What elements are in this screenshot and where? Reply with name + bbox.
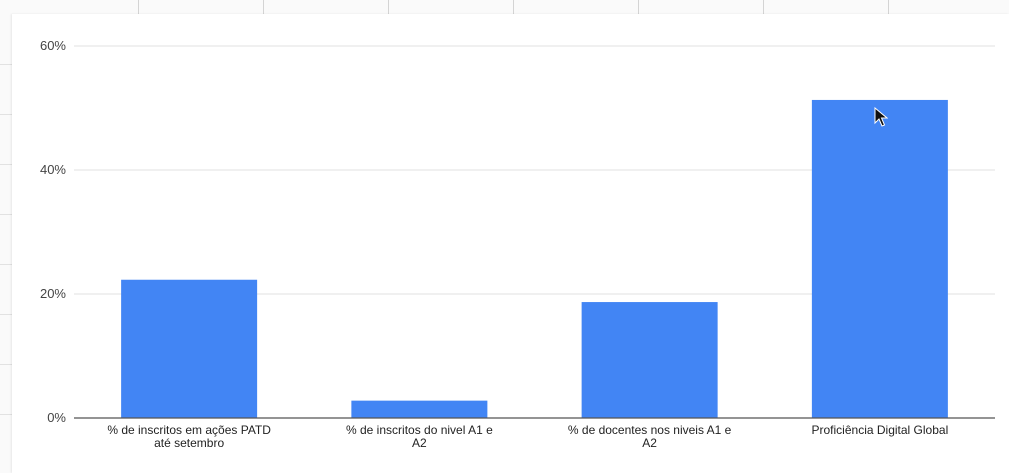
column-divider [888,0,889,14]
bar[interactable] [121,279,258,418]
column-divider [263,0,264,14]
y-tick-label: 40% [40,162,66,177]
x-category-label: % de inscritos do nivel A1 e A2 [346,423,493,450]
row-divider [0,414,12,415]
mouse-cursor-icon [874,107,888,127]
embedded-chart[interactable]: 0% 20% 40% 60% % de inscritos em ações PATD… [12,14,1009,473]
spreadsheet-column-header [0,0,1009,15]
y-tick-label: 20% [40,286,66,301]
bar[interactable] [581,302,718,418]
x-category-label: % de inscritos em ações PATD até setembro [107,423,271,450]
y-axis-tick-labels: 0% 20% 40% 60% [40,38,66,425]
row-divider [0,314,12,315]
row-divider [0,164,12,165]
bar[interactable] [811,99,948,418]
column-divider [638,0,639,14]
column-divider [388,0,389,14]
x-category-label: Proficiência Digital Global [812,423,949,437]
row-divider [0,214,12,215]
x-category-label-line: Proficiência Digital Global [812,423,949,437]
column-divider [763,0,764,14]
bars [121,99,948,418]
row-divider [0,64,12,65]
bar-chart: 0% 20% 40% 60% % de inscritos em ações PATD… [40,38,995,450]
row-divider [0,264,12,265]
row-divider [0,364,12,365]
x-axis-category-labels: % de inscritos em ações PATD até setembro… [107,423,948,450]
column-divider [513,0,514,14]
y-tick-label: 60% [40,38,66,53]
x-category-label-line: A2 [412,436,427,450]
x-category-label-line: % de inscritos do nivel A1 e [346,423,493,437]
column-divider [138,0,139,14]
x-category-label-line: até setembro [154,436,224,450]
x-category-label-line: A2 [642,436,657,450]
y-tick-label: 0% [47,410,66,425]
bar[interactable] [351,400,488,418]
x-category-label-line: % de docentes nos niveis A1 e [568,423,732,437]
x-category-label: % de docentes nos niveis A1 e A2 [568,423,732,450]
row-divider [0,114,12,115]
x-category-label-line: % de inscritos em ações PATD [107,423,271,437]
